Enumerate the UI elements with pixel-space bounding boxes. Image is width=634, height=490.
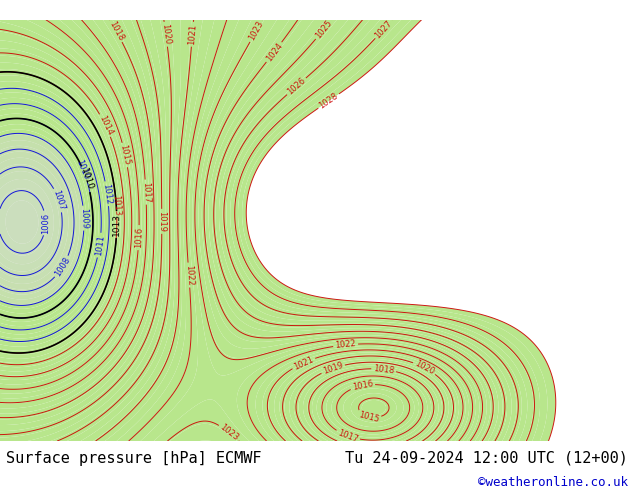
Text: 1010: 1010 — [79, 167, 94, 192]
Text: 1014: 1014 — [97, 114, 114, 137]
Text: ©weatheronline.co.uk: ©weatheronline.co.uk — [477, 476, 628, 489]
Text: 1010: 1010 — [75, 158, 91, 181]
Text: 1021: 1021 — [187, 24, 198, 45]
Text: 1027: 1027 — [373, 18, 394, 40]
Text: 1013: 1013 — [112, 213, 122, 236]
Text: 1013: 1013 — [111, 194, 122, 216]
Text: 1012: 1012 — [101, 183, 113, 205]
Text: 1015: 1015 — [358, 410, 380, 424]
Text: 1021: 1021 — [292, 354, 315, 371]
Text: 1022: 1022 — [335, 340, 356, 350]
Text: 1006: 1006 — [41, 212, 50, 234]
Text: 1020: 1020 — [413, 359, 436, 377]
Text: 1018: 1018 — [107, 20, 125, 43]
Text: 1018: 1018 — [373, 364, 395, 375]
Text: 1019: 1019 — [321, 361, 344, 376]
Text: 1026: 1026 — [285, 76, 307, 97]
Text: 1009: 1009 — [79, 207, 89, 229]
Text: 1025: 1025 — [314, 18, 334, 40]
Text: 1023: 1023 — [247, 20, 265, 43]
Text: 1022: 1022 — [184, 264, 194, 286]
Text: 1011: 1011 — [94, 234, 106, 256]
Text: 1015: 1015 — [119, 144, 132, 166]
Text: Surface pressure [hPa] ECMWF: Surface pressure [hPa] ECMWF — [6, 451, 262, 465]
Text: 1008: 1008 — [53, 256, 72, 278]
Text: 1016: 1016 — [134, 227, 144, 248]
Text: 1017: 1017 — [336, 428, 359, 444]
Text: 1023: 1023 — [218, 423, 240, 443]
Text: 1020: 1020 — [160, 23, 172, 45]
Text: 1017: 1017 — [141, 181, 151, 203]
Text: 1016: 1016 — [351, 379, 374, 392]
Text: 1007: 1007 — [51, 189, 66, 212]
Text: Tu 24-09-2024 12:00 UTC (12+00): Tu 24-09-2024 12:00 UTC (12+00) — [345, 451, 628, 465]
Text: 1028: 1028 — [318, 91, 340, 111]
Text: 1019: 1019 — [157, 211, 166, 232]
Text: 1024: 1024 — [264, 41, 284, 63]
